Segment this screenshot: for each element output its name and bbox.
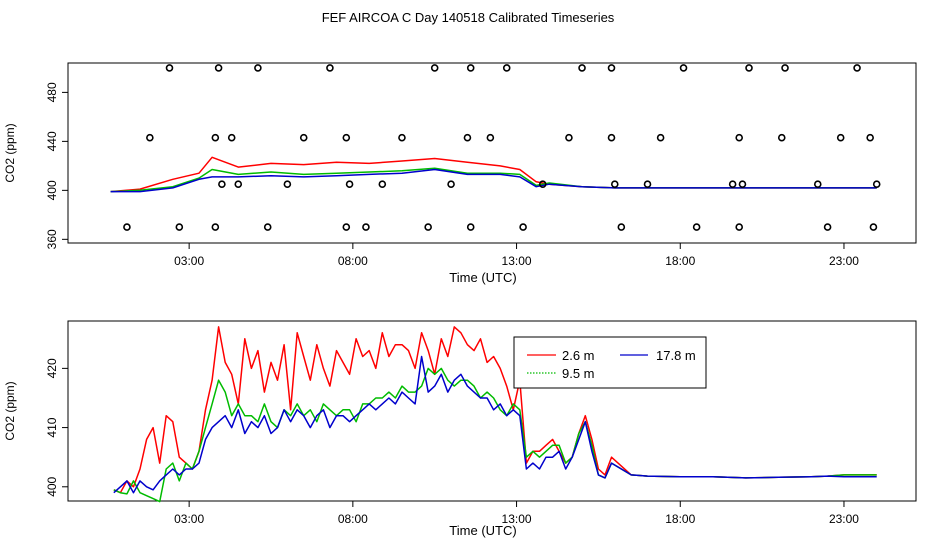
x-axis-label-bottom: Time (UTC): [449, 523, 516, 538]
calibration-point: [823, 223, 832, 231]
calibration-point: [463, 133, 472, 142]
legend: 2.6 m 17.8 m 9.5 m: [513, 336, 707, 389]
x-tick-label-top-4: 23:00: [829, 254, 859, 268]
calibration-point: [466, 223, 475, 231]
calibration-point: [218, 180, 226, 189]
calibration-point: [735, 133, 743, 142]
panel-top: Time (UTC) CO2 (ppm) 03:00 08:00 13:00 18:0…: [3, 62, 917, 285]
x-axis-label-top: Time (UTC): [449, 270, 516, 285]
x-tick-label-top-1: 08:00: [338, 254, 368, 268]
x-tick-label-top-2: 13:00: [502, 254, 532, 268]
legend-label-9-5m: 9.5 m: [562, 366, 595, 381]
calibration-point: [607, 64, 616, 72]
calibration-point: [692, 223, 701, 231]
calibration-point: [123, 223, 131, 231]
series-line-bottom-2-6m: [113, 326, 877, 494]
calibration-point: [519, 223, 527, 231]
calibration-point: [263, 223, 272, 231]
calibration-point: [538, 180, 547, 189]
legend-box: [513, 336, 707, 389]
calibration-point: [214, 64, 223, 72]
series-line-bottom-9-5m: [113, 367, 877, 503]
x-tick-label-bottom-3: 18:00: [665, 512, 695, 526]
calibration-point: [165, 64, 174, 72]
y-tick-label-bottom-0: 400: [45, 476, 59, 496]
y-tick-label-bottom-2: 420: [45, 358, 59, 378]
calibration-point: [872, 180, 881, 189]
calibration-point: [777, 133, 786, 142]
calibration-point: [735, 223, 743, 231]
calibration-point: [146, 133, 154, 142]
x-tick-label-bottom-1: 08:00: [338, 512, 368, 526]
calibration-point: [866, 133, 874, 142]
panel-bottom: Time (UTC) CO2 (ppm) 03:00 08:00 13:00 18:0…: [3, 320, 917, 538]
calibration-point: [656, 133, 665, 142]
calibration-point: [643, 180, 652, 189]
chart-title: FEF AIRCOA C Day 140518 Calibrated Times…: [322, 10, 615, 25]
legend-label-17-8m: 17.8 m: [656, 348, 696, 363]
y-axis-label-bottom: CO2 (ppm): [3, 381, 17, 440]
calibration-point: [345, 180, 354, 189]
calibration-point: [211, 133, 220, 142]
calibration-point: [234, 180, 243, 189]
calibration-point: [578, 64, 586, 72]
y-tick-label-top-0: 360: [45, 229, 59, 249]
calibration-point: [610, 180, 619, 189]
calibration-point: [813, 180, 822, 189]
x-tick-label-bottom-2: 13:00: [502, 512, 532, 526]
series-line-bottom-17-8m: [113, 355, 877, 494]
calibration-point: [781, 64, 789, 72]
y-tick-label-top-2: 440: [45, 131, 59, 151]
y-axis-label-top: CO2 (ppm): [3, 123, 17, 182]
calibration-point: [283, 180, 292, 189]
calibration-point: [728, 180, 737, 189]
calibration-point: [378, 180, 387, 189]
calibration-point: [211, 223, 220, 231]
calibration-point: [175, 223, 184, 231]
calibration-point: [362, 223, 370, 231]
calibration-point: [466, 64, 475, 72]
x-tick-label-bottom-0: 03:00: [174, 512, 204, 526]
x-tick-label-top-0: 03:00: [174, 254, 204, 268]
calibration-point: [853, 64, 861, 72]
calibration-point: [326, 64, 334, 72]
series-line-top-17-8m: [110, 168, 877, 193]
calibration-point: [342, 223, 351, 231]
calibration-point: [227, 133, 236, 142]
calibration-point: [607, 133, 616, 142]
calibration-point: [836, 133, 845, 142]
legend-label-2-6m: 2.6 m: [562, 348, 595, 363]
calibration-point: [745, 64, 753, 72]
plot-frame-top: [67, 62, 917, 244]
calibration-point: [565, 133, 573, 142]
calibration-point: [869, 223, 878, 231]
plot-frame-bottom: [67, 320, 917, 502]
calibration-point: [342, 133, 351, 142]
x-tick-label-bottom-4: 23:00: [829, 512, 859, 526]
y-tick-label-top-3: 480: [45, 82, 59, 102]
y-tick-label-bottom-1: 410: [45, 417, 59, 437]
calibration-point: [430, 64, 439, 72]
calibration-point: [447, 180, 455, 189]
calibration-point: [424, 223, 432, 231]
calibration-point: [502, 64, 511, 72]
calibration-point: [679, 64, 688, 72]
calibration-point: [738, 180, 747, 189]
calibration-point: [254, 64, 262, 72]
x-tick-label-top-3: 18:00: [665, 254, 695, 268]
calibration-point: [486, 133, 495, 142]
y-tick-label-top-1: 400: [45, 180, 59, 200]
calibration-point: [299, 133, 308, 142]
calibration-point: [617, 223, 626, 231]
calibration-point: [398, 133, 406, 142]
